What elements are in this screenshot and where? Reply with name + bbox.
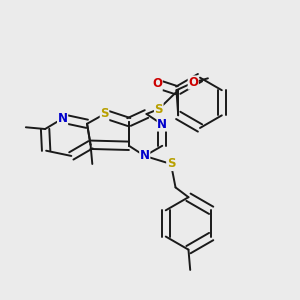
Text: S: S	[100, 107, 109, 121]
Text: S: S	[167, 158, 175, 170]
Text: O: O	[152, 77, 162, 90]
Text: S: S	[154, 103, 163, 116]
Text: N: N	[140, 149, 150, 162]
Text: N: N	[157, 118, 167, 131]
Text: N: N	[58, 112, 68, 125]
Text: O: O	[188, 76, 198, 89]
